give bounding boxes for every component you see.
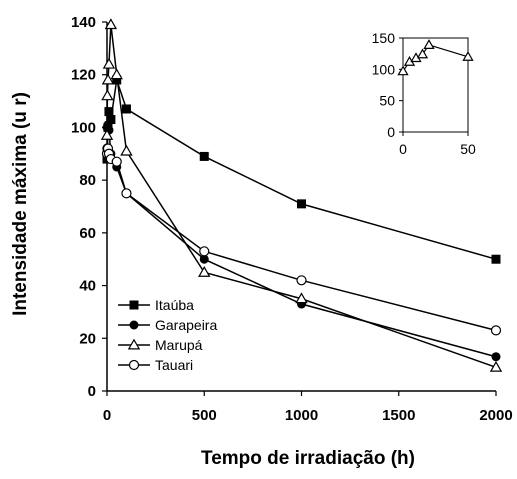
point-itauba: [106, 115, 116, 125]
inset-point: [397, 65, 409, 76]
point-itauba: [297, 199, 306, 209]
y-axis-title: Intensidade máxima (u r): [10, 92, 31, 316]
legend-label-itauba: Itaúba: [155, 297, 194, 313]
point-marupa: [102, 57, 116, 69]
point-tauari: [121, 188, 132, 199]
inset-y-tick-label: 0: [387, 124, 395, 140]
legend-marker-itauba: [129, 300, 139, 310]
y-tick-label: 80: [79, 172, 96, 189]
point-tauari: [199, 246, 210, 257]
inset-frame: [402, 37, 469, 133]
inset-point: [462, 50, 474, 61]
x-tick-label: 500: [192, 407, 217, 424]
point-marupa: [101, 73, 115, 85]
y-tick-label: 20: [79, 330, 96, 347]
legend: Itaúba Garapeira Marupá Tauari: [118, 297, 217, 373]
legend-label-tauari: Tauari: [155, 357, 193, 373]
legend-marker-garapeira: [129, 320, 139, 330]
inset-y-tick-label: 50: [379, 93, 395, 109]
legend-marker-tauari: [128, 359, 140, 371]
point-marupa: [120, 144, 133, 156]
point-marupa: [295, 292, 308, 304]
y-tick-label: 120: [71, 67, 96, 84]
y-tick-label: 140: [71, 14, 96, 31]
legend-label-garapeira: Garapeira: [155, 317, 217, 333]
x-axis-title: Tempo de irradiação (h): [201, 448, 415, 469]
point-tauari: [111, 156, 122, 167]
y-tick-label: 40: [79, 278, 96, 295]
point-itauba: [121, 104, 131, 114]
legend-marker-marupa: [127, 338, 141, 350]
inset-point: [423, 39, 435, 49]
point-marupa: [198, 266, 211, 277]
point-itauba: [104, 107, 114, 117]
y-tick-label: 0: [88, 383, 96, 400]
point-tauari: [296, 275, 307, 286]
point-marupa: [110, 68, 123, 80]
x-tick-label: 2000: [479, 407, 512, 424]
series-line-marupa: [106, 24, 497, 368]
inset-x-tick-label: 50: [460, 141, 476, 157]
y-tick-label: 60: [79, 225, 96, 242]
x-tick-label: 1500: [382, 407, 415, 424]
inset-chart: 0 50 100 150 0 50: [372, 30, 476, 157]
inset-y-tick-label: 150: [372, 30, 396, 46]
inset-point: [416, 48, 429, 59]
series-line-itauba: [106, 79, 497, 260]
main-series: [100, 18, 503, 372]
point-garapeira: [199, 254, 209, 264]
point-marupa: [100, 128, 114, 140]
x-tick-label: 1000: [285, 407, 318, 424]
point-tauari: [490, 325, 502, 336]
point-itauba: [199, 151, 209, 161]
point-marupa: [101, 89, 114, 101]
x-tick-label: 0: [103, 407, 111, 424]
y-tick-label: 100: [71, 119, 96, 136]
point-itauba: [491, 254, 501, 264]
point-marupa: [104, 18, 118, 30]
legend-label-marupa: Marupá: [155, 337, 203, 353]
point-garapeira: [491, 352, 501, 362]
inset-x-tick-label: 0: [399, 141, 407, 157]
point-marupa: [489, 360, 503, 372]
inset-y-tick-label: 100: [372, 61, 396, 77]
